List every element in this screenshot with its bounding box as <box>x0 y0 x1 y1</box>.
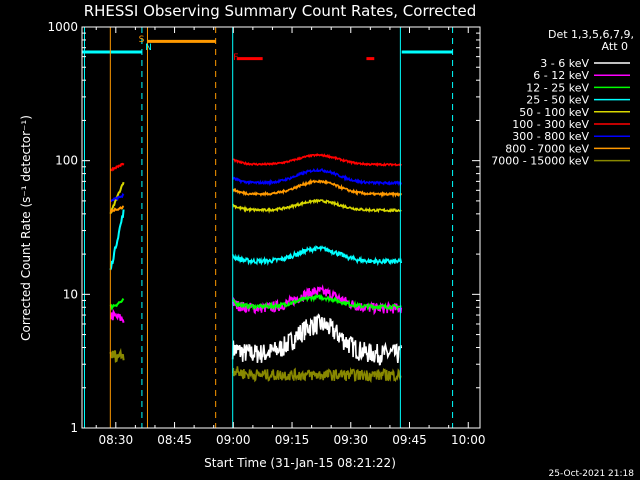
series-line-2-orbit1 <box>109 297 125 311</box>
legend-header-line2: Att 0 <box>602 40 628 53</box>
series-line-2-orbit2 <box>231 292 402 312</box>
series-line-6-orbit1 <box>109 192 125 203</box>
series-line-3-orbit2 <box>231 245 403 267</box>
night-flag: N <box>145 43 152 53</box>
series-layer <box>109 153 403 384</box>
series-line-6-orbit2 <box>231 167 403 187</box>
legend-label-5: 100 - 300 keV <box>512 118 589 131</box>
legend-label-2: 12 - 25 keV <box>526 81 589 94</box>
series-line-4-orbit2 <box>231 198 402 214</box>
series-line-8-orbit1 <box>109 347 125 363</box>
legend-label-3: 25 - 50 keV <box>526 94 589 107</box>
y-tick-label: 1 <box>70 421 78 435</box>
y-tick-label: 100 <box>55 154 78 168</box>
x-tick-label: 09:00 <box>216 433 251 447</box>
x-axis-label: Start Time (31-Jan-15 08:21:22) <box>204 456 396 470</box>
series-line-5-orbit1 <box>110 162 125 172</box>
series-line-3-orbit1 <box>109 209 125 271</box>
y-tick-label: 10 <box>63 287 78 301</box>
legend-label-1: 6 - 12 keV <box>533 69 589 82</box>
series-line-7-orbit2 <box>232 178 403 199</box>
plot-frame <box>81 26 481 429</box>
x-tick-label: 10:00 <box>451 433 486 447</box>
overlay-layer: SN F <box>82 27 454 428</box>
chart-title: RHESSI Observing Summary Count Rates, Co… <box>84 2 477 20</box>
x-tick-label: 08:30 <box>99 433 134 447</box>
legend-label-4: 50 - 100 keV <box>519 106 589 119</box>
legend-header-line1: Det 1,3,5,6,7,9, <box>548 28 634 41</box>
series-line-1-orbit1 <box>110 308 125 323</box>
series-line-7-orbit1 <box>109 205 125 214</box>
series-line-0-orbit2 <box>231 313 403 366</box>
x-tick-label: 09:15 <box>275 433 310 447</box>
legend-label-6: 300 - 800 keV <box>512 130 589 143</box>
y-tick-label: 1000 <box>47 20 78 34</box>
legend-label-8: 7000 - 15000 keV <box>491 155 589 168</box>
x-tick-label: 09:30 <box>333 433 368 447</box>
legend-label-7: 800 - 7000 keV <box>505 142 589 155</box>
series-line-8-orbit2 <box>231 366 402 384</box>
legend-label-0: 3 - 6 keV <box>540 57 589 70</box>
series-line-5-orbit2 <box>232 153 402 168</box>
y-axis-label: Corrected Count Rate (s⁻¹ detector⁻¹) <box>19 115 33 341</box>
x-tick-label: 08:45 <box>157 433 192 447</box>
flare-flag: F <box>233 53 238 63</box>
saa-flag: S <box>139 35 145 45</box>
generation-timestamp: 25-Oct-2021 21:18 <box>549 469 635 479</box>
x-tick-label: 09:45 <box>392 433 427 447</box>
axis-layer: 08:30 08:45 09:00 09:15 09:30 09:45 10:00 1 10 10… <box>47 20 485 447</box>
